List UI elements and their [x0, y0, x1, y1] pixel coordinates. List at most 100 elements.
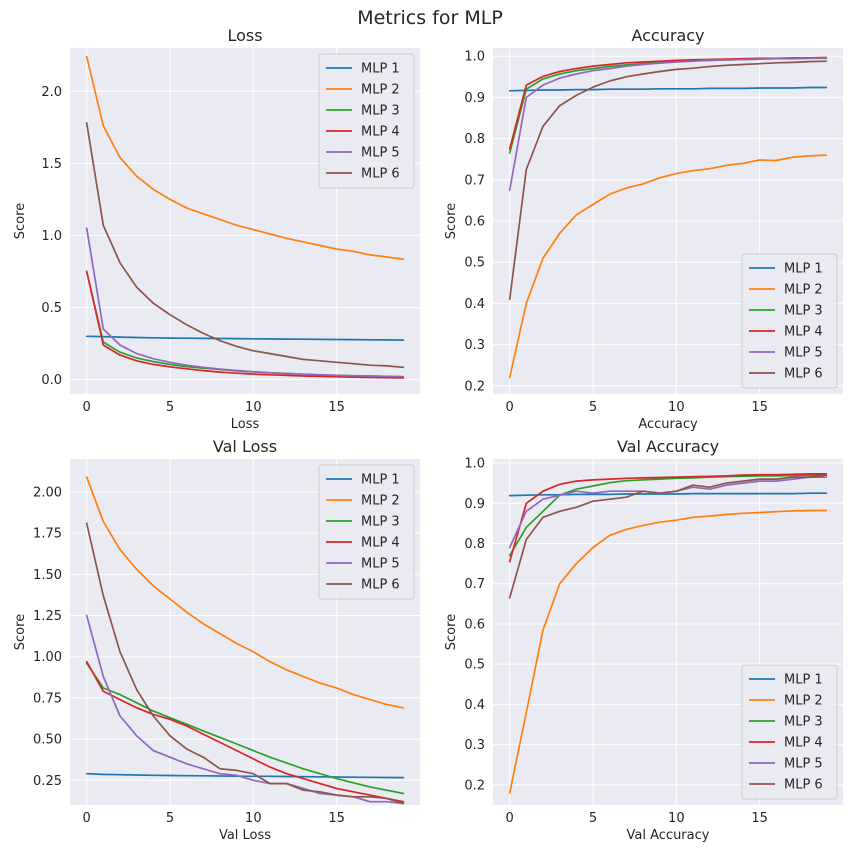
- figure-suptitle: Metrics for MLP: [357, 7, 503, 29]
- legend: MLP 1 MLP 2 MLP 3 MLP 4 MLP 5 MLP 6: [318, 464, 415, 600]
- x-tick-label: 15: [328, 811, 345, 826]
- y-tick-label: 1.5: [41, 157, 62, 172]
- series-line-mlp-6: [508, 474, 828, 599]
- series-line-mlp-6: [85, 522, 405, 805]
- y-tick-label: 0.9: [464, 91, 485, 106]
- y-tick-label: 0.0: [41, 373, 62, 388]
- legend: MLP 1 MLP 2 MLP 3 MLP 4 MLP 5 MLP 6: [741, 253, 838, 389]
- y-tick-label: 0.4: [464, 297, 485, 312]
- y-tick-label: 1.75: [33, 527, 62, 542]
- chart-panel-3: 0 5 10 15 0.25 0.50 0.75 1.00 1.25 1.50 1.75 2.00 Va…: [13, 437, 420, 843]
- series-line-mlp-1: [85, 772, 405, 779]
- x-tick-label: 10: [245, 400, 262, 415]
- series-line-mlp-1: [85, 335, 405, 341]
- chart-title: Val Accuracy: [617, 437, 719, 456]
- y-tick-label: 0.5: [41, 301, 62, 316]
- legend-label: MLP 1: [361, 473, 400, 488]
- y-tick-label: 0.8: [464, 132, 485, 147]
- y-tick-label: 0.2: [464, 379, 485, 394]
- legend-label: MLP 2: [361, 83, 400, 98]
- y-tick-label: 0.3: [464, 338, 485, 353]
- x-tick-label: 10: [245, 811, 262, 826]
- y-tick-label: 0.7: [464, 173, 485, 188]
- y-tick-label: 0.2: [464, 778, 485, 793]
- x-tick-label: 15: [328, 400, 345, 415]
- legend-label: MLP 4: [784, 736, 823, 751]
- chart-panel-4: 0 5 10 15 0.2 0.3 0.4 0.5 0.6 0.7 0.8 0.9 1.0 Val Acc…: [444, 437, 843, 843]
- series-line-mlp-2: [85, 55, 405, 261]
- legend-label: MLP 1: [784, 262, 823, 277]
- y-tick-label: 0.6: [464, 215, 485, 230]
- legend-label: MLP 1: [361, 62, 400, 77]
- series-line-mlp-4: [508, 473, 828, 563]
- chart-title: Accuracy: [631, 26, 704, 45]
- y-tick-label: 0.50: [33, 733, 62, 748]
- x-axis-label: Val Accuracy: [627, 828, 710, 843]
- series-line-mlp-2: [508, 154, 828, 379]
- y-tick-label: 0.25: [33, 774, 62, 789]
- x-axis-label: Val Loss: [219, 828, 271, 843]
- legend-label: MLP 6: [361, 167, 400, 182]
- legend-box: [741, 253, 838, 389]
- legend-label: MLP 1: [784, 673, 823, 688]
- y-tick-label: 1.0: [464, 457, 485, 472]
- chart-title: Val Loss: [213, 437, 277, 456]
- y-tick-label: 2.00: [33, 485, 62, 500]
- series-line-mlp-2: [85, 476, 405, 709]
- legend-label: MLP 4: [361, 125, 400, 140]
- x-axis-label: Accuracy: [638, 417, 698, 432]
- legend-label: MLP 5: [784, 757, 823, 772]
- legend-label: MLP 2: [361, 494, 400, 509]
- legend-label: MLP 6: [361, 578, 400, 593]
- chart-title: Loss: [227, 26, 262, 45]
- y-tick-label: 2.0: [41, 85, 62, 100]
- legend-label: MLP 6: [784, 778, 823, 793]
- x-tick-label: 0: [506, 811, 514, 826]
- y-tick-label: 0.6: [464, 617, 485, 632]
- series-line-mlp-6: [508, 60, 828, 301]
- x-tick-label: 5: [589, 400, 597, 415]
- y-tick-label: 0.4: [464, 698, 485, 713]
- legend-label: MLP 5: [784, 346, 823, 361]
- legend-label: MLP 6: [784, 367, 823, 382]
- y-tick-label: 0.75: [33, 691, 62, 706]
- series-line-mlp-3: [85, 662, 405, 795]
- x-axis-label: Loss: [231, 417, 260, 432]
- legend-label: MLP 3: [361, 104, 400, 119]
- x-tick-label: 10: [668, 811, 685, 826]
- legend-label: MLP 3: [784, 715, 823, 730]
- y-tick-label: 0.9: [464, 497, 485, 512]
- series-line-mlp-4: [85, 270, 405, 379]
- x-tick-label: 15: [751, 811, 768, 826]
- x-tick-label: 15: [751, 400, 768, 415]
- x-tick-label: 0: [506, 400, 514, 415]
- legend-label: MLP 3: [361, 515, 400, 530]
- y-tick-label: 1.50: [33, 568, 62, 583]
- series-line-mlp-5: [85, 227, 405, 378]
- chart-panel-2: 0 5 10 15 0.2 0.3 0.4 0.5 0.6 0.7 0.8 0.9 1.0 Accurac…: [444, 26, 843, 432]
- series-line-mlp-6: [85, 122, 405, 369]
- y-tick-label: 0.5: [464, 658, 485, 673]
- y-axis-label: Score: [13, 203, 28, 239]
- legend-label: MLP 5: [361, 146, 400, 161]
- x-tick-label: 0: [83, 400, 91, 415]
- series-line-mlp-1: [508, 86, 828, 92]
- y-tick-label: 0.5: [464, 256, 485, 271]
- x-tick-label: 10: [668, 400, 685, 415]
- legend-label: MLP 3: [784, 304, 823, 319]
- x-tick-label: 5: [589, 811, 597, 826]
- y-tick-label: 1.0: [464, 50, 485, 65]
- legend-label: MLP 4: [361, 536, 400, 551]
- legend-box: [318, 464, 415, 600]
- legend-label: MLP 5: [361, 557, 400, 572]
- x-tick-label: 0: [83, 811, 91, 826]
- legend: MLP 1 MLP 2 MLP 3 MLP 4 MLP 5 MLP 6: [741, 664, 838, 800]
- x-tick-label: 5: [166, 400, 174, 415]
- y-axis-label: Score: [13, 614, 28, 650]
- series-line-mlp-2: [508, 509, 828, 794]
- x-tick-label: 5: [166, 811, 174, 826]
- y-tick-label: 1.00: [33, 650, 62, 665]
